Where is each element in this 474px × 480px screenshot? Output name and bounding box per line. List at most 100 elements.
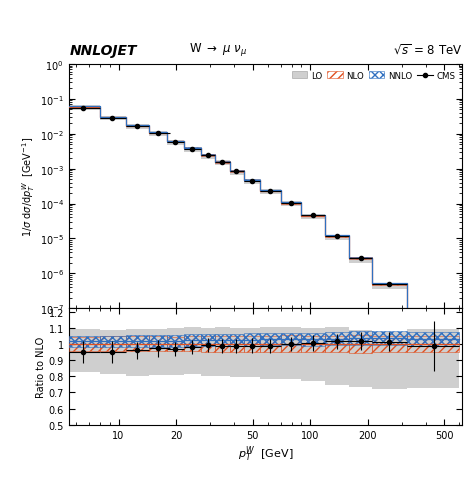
Bar: [260, 190, 281, 195]
Bar: [201, 334, 215, 346]
Bar: [167, 142, 184, 143]
Bar: [326, 235, 349, 241]
Bar: [201, 155, 215, 159]
Bar: [230, 328, 244, 377]
Bar: [244, 334, 260, 346]
Bar: [69, 107, 100, 108]
Bar: [215, 336, 230, 352]
Bar: [184, 336, 201, 352]
Bar: [201, 155, 215, 156]
Bar: [149, 335, 167, 347]
Text: W $\rightarrow$ $\mu$ $\nu_\mu$: W $\rightarrow$ $\mu$ $\nu_\mu$: [189, 41, 247, 58]
Bar: [215, 161, 230, 166]
Bar: [349, 257, 372, 264]
Bar: [69, 329, 100, 372]
Bar: [201, 155, 215, 156]
Bar: [372, 336, 407, 352]
Bar: [100, 117, 127, 121]
Bar: [230, 170, 244, 175]
Bar: [127, 126, 149, 127]
Bar: [301, 336, 326, 352]
Bar: [184, 327, 201, 374]
Bar: [349, 257, 372, 259]
Bar: [244, 336, 260, 352]
Bar: [372, 284, 407, 285]
Bar: [326, 235, 349, 237]
Text: NNLOJET: NNLOJET: [70, 44, 137, 58]
Bar: [100, 336, 127, 347]
Bar: [100, 330, 127, 374]
Bar: [184, 148, 201, 152]
Bar: [407, 314, 459, 315]
Bar: [230, 336, 244, 352]
Bar: [326, 236, 349, 237]
Bar: [230, 171, 244, 172]
Bar: [301, 328, 326, 381]
Bar: [349, 331, 372, 387]
Bar: [301, 333, 326, 346]
Bar: [349, 258, 372, 260]
Bar: [372, 331, 407, 346]
Bar: [372, 283, 407, 289]
Bar: [201, 328, 215, 376]
Bar: [326, 332, 349, 346]
Bar: [127, 125, 149, 127]
Bar: [201, 336, 215, 352]
Bar: [326, 336, 349, 352]
Bar: [407, 314, 459, 316]
Bar: [372, 283, 407, 285]
Bar: [149, 132, 167, 134]
Bar: [69, 107, 100, 108]
Bar: [326, 328, 349, 385]
Bar: [281, 202, 301, 204]
Bar: [407, 313, 459, 320]
Bar: [167, 337, 184, 351]
Bar: [281, 202, 301, 207]
Bar: [100, 118, 127, 119]
Bar: [149, 337, 167, 351]
Bar: [244, 180, 260, 185]
Bar: [69, 106, 100, 110]
Bar: [215, 334, 230, 346]
Bar: [281, 336, 301, 352]
Legend: LO, NLO, NNLO, CMS: LO, NLO, NNLO, CMS: [289, 69, 458, 83]
Bar: [244, 180, 260, 182]
Bar: [167, 141, 184, 145]
Bar: [301, 216, 326, 217]
Bar: [260, 333, 281, 346]
Bar: [215, 327, 230, 376]
Bar: [215, 162, 230, 163]
Bar: [167, 141, 184, 143]
Bar: [281, 327, 301, 379]
Bar: [69, 336, 100, 347]
Bar: [100, 117, 127, 119]
Y-axis label: 1/$\sigma$ d$\sigma$/d$p_T^W$  [GeV$^{-1}$]: 1/$\sigma$ d$\sigma$/d$p_T^W$ [GeV$^{-1}…: [20, 137, 37, 237]
Bar: [127, 336, 149, 348]
Bar: [260, 191, 281, 192]
Bar: [281, 203, 301, 204]
Bar: [260, 336, 281, 352]
Bar: [127, 125, 149, 130]
Bar: [149, 132, 167, 133]
Bar: [407, 330, 459, 388]
Text: $\sqrt{s}$ = 8 TeV: $\sqrt{s}$ = 8 TeV: [393, 43, 462, 58]
Bar: [260, 328, 281, 379]
Bar: [244, 329, 260, 378]
Bar: [301, 215, 326, 216]
Bar: [167, 336, 184, 348]
Bar: [215, 162, 230, 163]
Bar: [407, 336, 459, 352]
Bar: [407, 332, 459, 347]
Bar: [149, 132, 167, 137]
Bar: [260, 190, 281, 192]
Bar: [69, 337, 100, 351]
Bar: [301, 215, 326, 220]
Bar: [184, 148, 201, 149]
Bar: [244, 180, 260, 181]
Bar: [349, 331, 372, 345]
Bar: [230, 171, 244, 172]
Bar: [100, 336, 127, 352]
Bar: [230, 334, 244, 347]
Bar: [281, 333, 301, 346]
Bar: [127, 329, 149, 376]
